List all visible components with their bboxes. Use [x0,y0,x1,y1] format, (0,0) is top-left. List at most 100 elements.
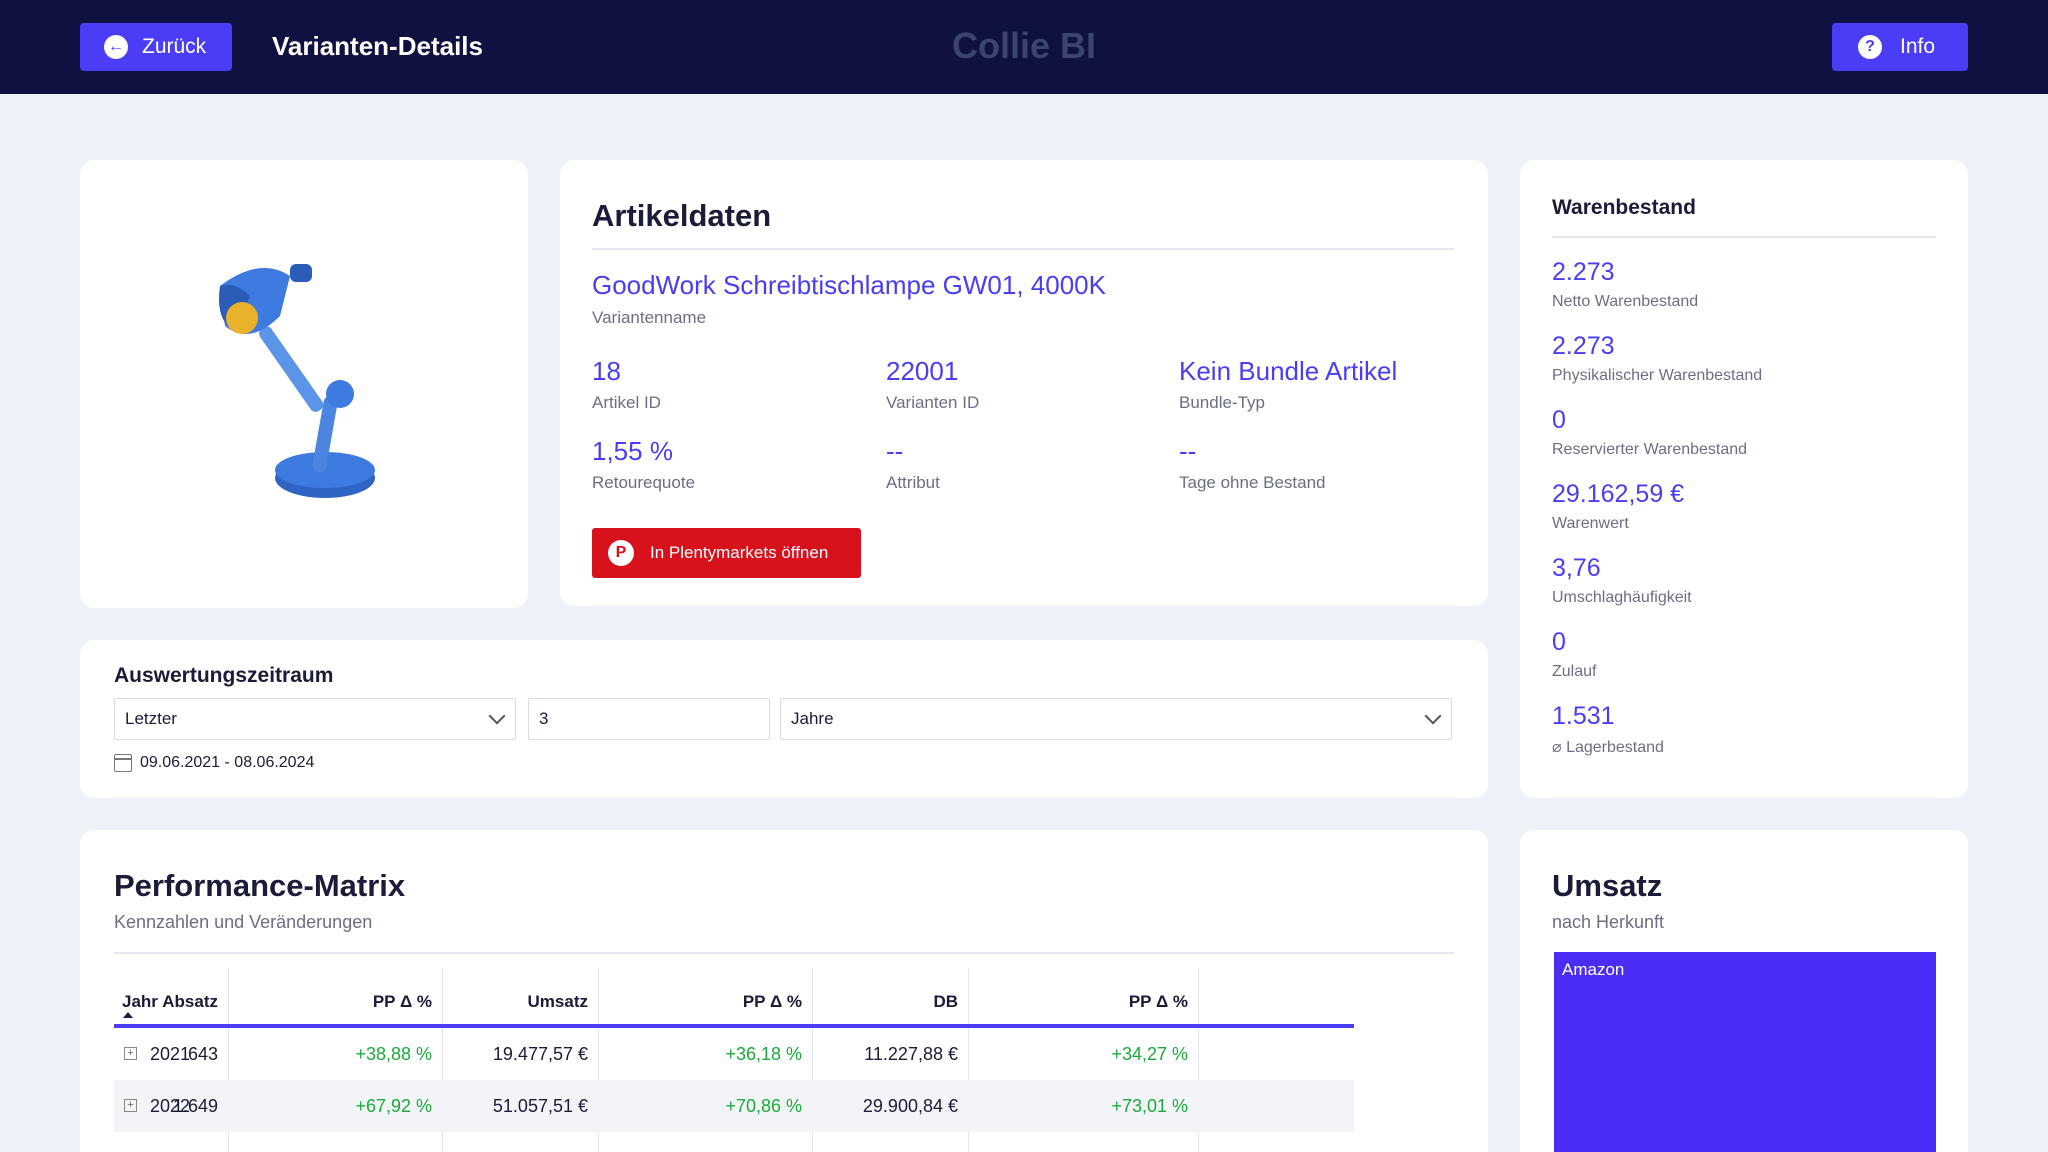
period-unit-value: Jahre [791,709,834,728]
treemap-segment-amazon[interactable]: Amazon [1554,952,1936,1152]
col-header-db[interactable]: DB [933,992,958,1011]
date-range-text: 09.06.2021 - 08.06.2024 [140,754,315,771]
physical-stock-label: Physikalischer Warenbestand [1552,367,1763,384]
expand-row-icon[interactable]: + [124,1099,137,1112]
col-header-umsatz-pp[interactable]: PP Δ % [742,992,802,1011]
cell-db: 29.900,84 € [862,1096,958,1116]
stock-value-label: Warenwert [1552,515,1629,532]
reserved-stock-value: 0 [1552,406,1566,434]
performance-divider [114,952,1454,954]
col-divider [1198,968,1199,1152]
revenue-title: Umsatz [1552,868,1663,903]
info-button[interactable]: ? Info [1832,23,1968,71]
period-mode-value: Letzter [125,709,177,728]
col-header-year[interactable]: Jahr [122,992,158,1011]
article-data-card: Artikeldaten GoodWork Schreibtischlampe … [560,160,1488,606]
article-divider [592,248,1454,250]
cell-umsatz: 19.477,57 € [492,1044,588,1064]
col-divider [968,968,969,1152]
col-header-db-pp[interactable]: PP Δ % [1128,992,1188,1011]
open-plentymarkets-label: In Plentymarkets öffnen [650,543,829,562]
return-rate-value: 1,55 % [592,436,673,466]
avg-stock-label: ⌀ Lagerbestand [1552,739,1664,756]
variant-id-value: 22001 [886,356,959,386]
variant-id-label: Varianten ID [886,393,980,412]
product-image-card [80,160,528,608]
cell-absatz-pp: +38,88 % [355,1044,432,1064]
days-out-of-stock-label: Tage ohne Bestand [1179,473,1326,492]
calendar-icon [114,754,132,772]
attribute-label: Attribut [886,473,940,492]
inflow-label: Zulauf [1552,663,1597,680]
avg-stock-value: 1.531 [1552,702,1615,730]
period-count-value: 3 [539,709,549,728]
turnover-label: Umschlaghäufigkeit [1552,589,1692,606]
col-divider [228,968,229,1152]
cell-absatz: 643 [187,1044,218,1064]
table-row[interactable]: + 2022 1.649 +67,92 % 51.057,51 € +70,86… [114,1080,1354,1132]
cell-db-pp: +73,01 % [1111,1096,1188,1116]
return-rate-label: Retourequote [592,473,696,492]
col-header-umsatz[interactable]: Umsatz [527,992,588,1011]
cell-absatz: 1.649 [172,1096,218,1116]
col-header-absatz[interactable]: Absatz [162,992,218,1011]
col-divider [442,968,443,1152]
stock-value-value: 29.162,59 € [1552,480,1685,508]
cell-absatz-pp: +67,92 % [355,1096,432,1116]
revenue-card: Umsatz nach Herkunft Amazon [1520,830,1968,1152]
bundle-type-value: Kein Bundle Artikel [1179,356,1398,386]
arrow-left-icon: ← [104,35,128,59]
days-out-of-stock-value: -- [1179,436,1197,466]
cell-umsatz-pp: +70,86 % [725,1096,802,1116]
bundle-type-label: Bundle-Typ [1179,393,1265,412]
stock-divider [1552,236,1936,238]
reserved-stock-label: Reservierter Warenbestand [1552,441,1748,458]
period-unit-select[interactable]: Jahre [780,698,1452,740]
desk-lamp-image [219,264,375,498]
attribute-value: -- [886,436,904,466]
revenue-subtitle: nach Herkunft [1552,912,1665,932]
turnover-value: 3,76 [1552,554,1601,582]
open-plentymarkets-button[interactable]: P In Plentymarkets öffnen [592,528,861,578]
back-button-label: Zurück [142,35,207,58]
physical-stock-value: 2.273 [1552,332,1615,360]
article-data-heading: Artikeldaten [592,198,772,233]
col-header-absatz-pp[interactable]: PP Δ % [372,992,432,1011]
variant-name-label: Variantenname [592,308,707,327]
cell-year: 2022 [150,1096,191,1116]
net-stock-value: 2.273 [1552,258,1615,286]
table-row[interactable]: + 2021 643 +38,88 % 19.477,57 € +36,18 %… [114,1028,1354,1080]
col-divider [812,968,813,1152]
article-id-value: 18 [592,356,621,386]
performance-table: Jahr Absatz PP Δ % Umsatz PP Δ % DB PP Δ… [114,968,1354,1152]
cell-umsatz-pp: +36,18 % [725,1044,802,1064]
performance-title: Performance-Matrix [114,868,406,903]
inflow-value: 0 [1552,628,1566,656]
info-button-label: Info [1900,35,1936,58]
performance-subtitle: Kennzahlen und Veränderungen [114,912,373,932]
col-divider [598,968,599,1152]
plentymarkets-icon: P [608,540,634,566]
cell-db-pp: +34,27 % [1111,1044,1188,1064]
table-header: Jahr Absatz PP Δ % Umsatz PP Δ % DB PP Δ… [114,968,1354,1028]
page-title: Varianten-Details [272,31,483,61]
date-range: 09.06.2021 - 08.06.2024 [114,754,314,772]
period-mode-select[interactable]: Letzter [114,698,516,740]
variant-name: GoodWork Schreibtischlampe GW01, 4000K [592,270,1106,300]
back-button[interactable]: ← Zurück [80,23,232,71]
question-icon: ? [1858,35,1882,59]
cell-year: 2021 [150,1044,191,1064]
cell-db: 11.227,88 € [864,1044,958,1064]
period-count-input[interactable]: 3 [528,698,770,740]
net-stock-label: Netto Warenbestand [1552,293,1699,310]
expand-row-icon[interactable]: + [124,1047,137,1060]
period-title: Auswertungszeitraum [114,664,334,687]
top-bar: ← Zurück Varianten-Details Collie BI ? I… [0,0,2048,94]
stock-card: Warenbestand 2.273 Netto Warenbestand 2.… [1520,160,1968,798]
treemap-segment-label: Amazon [1562,960,1625,979]
performance-matrix-card: Performance-Matrix Kennzahlen und Veränd… [80,830,1488,1152]
chevron-down-icon [488,707,506,725]
chevron-down-icon [1424,707,1442,725]
stock-title: Warenbestand [1552,196,1696,219]
sort-asc-icon [123,1012,133,1018]
